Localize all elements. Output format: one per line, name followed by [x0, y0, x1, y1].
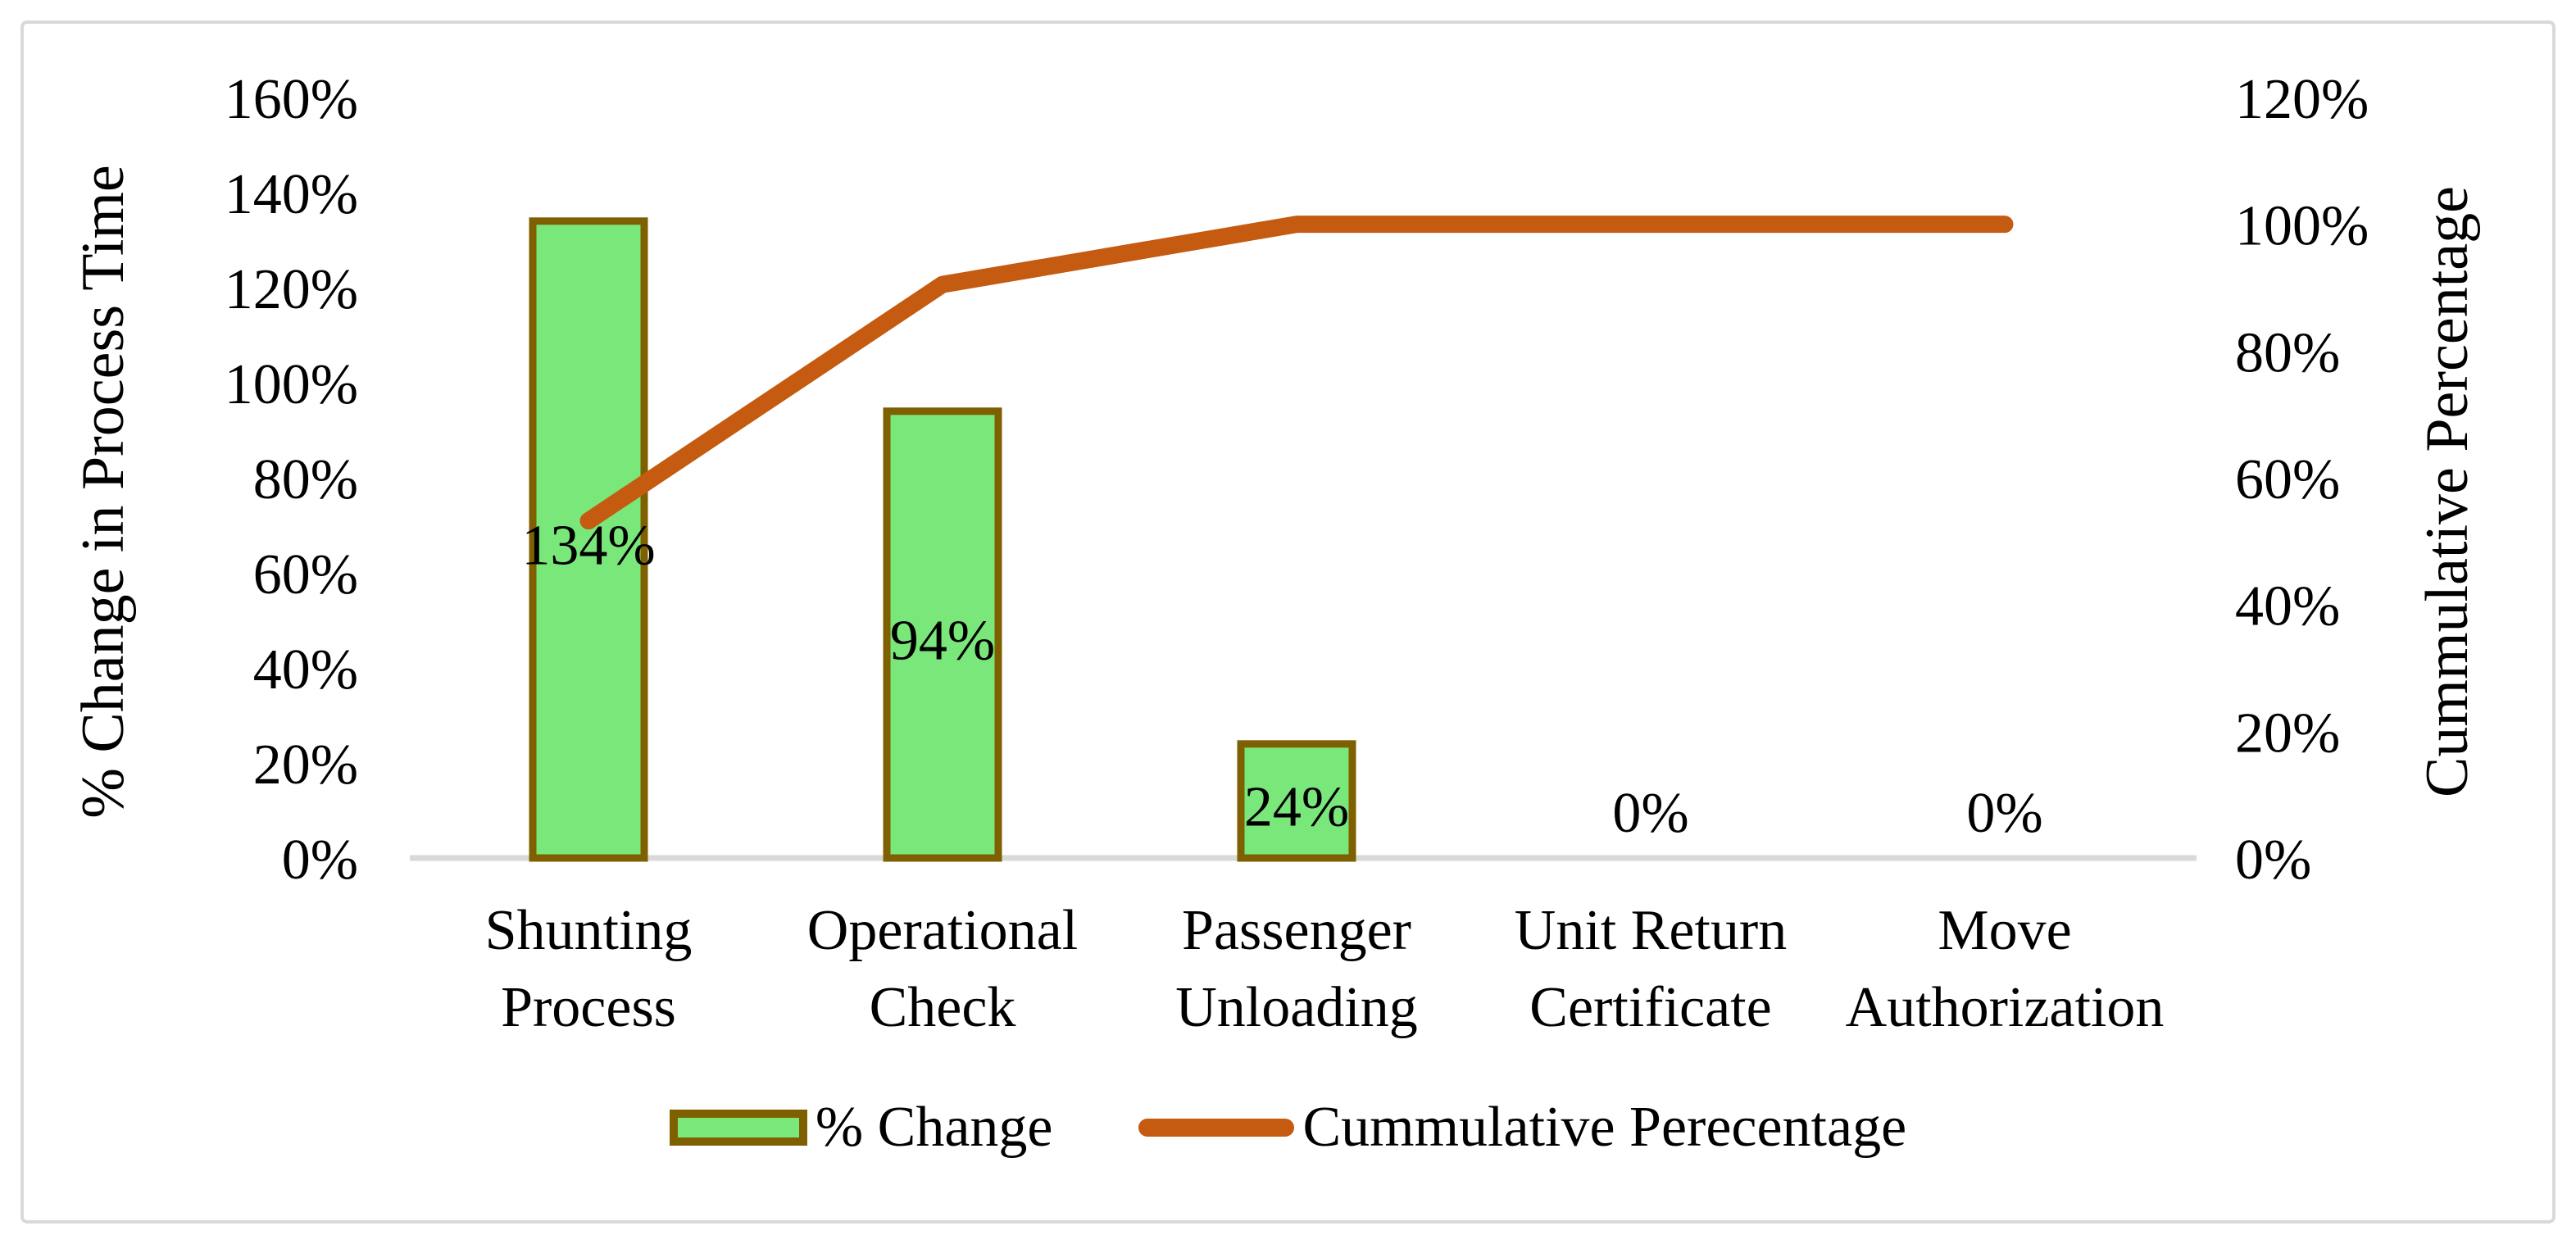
bar-1 — [883, 407, 1002, 862]
left-axis-tick-5: 100% — [225, 353, 358, 416]
left-axis-title: % Change in Process Time — [70, 165, 137, 819]
left-axis-tick-2: 40% — [253, 638, 358, 701]
left-axis-tick-4: 80% — [253, 448, 358, 511]
x-category-label-1-line-0: Operational — [807, 899, 1078, 962]
chart-frame-border — [20, 20, 2556, 1224]
right-axis-tick-2: 40% — [2235, 575, 2340, 638]
bar-series-swatch — [669, 1110, 807, 1146]
legend-label-bar-series: % Change — [815, 1096, 1053, 1159]
right-axis-tick-6: 120% — [2235, 68, 2369, 131]
cumulative-line — [579, 216, 2014, 530]
legend-item-bar-series: % Change — [669, 1095, 1053, 1160]
x-category-label-0-line-1: Process — [501, 976, 676, 1039]
data-label-2: 24% — [1244, 775, 1349, 838]
right-axis-title: Cummulative Percentage — [2414, 186, 2481, 797]
right-axis-tick-1: 20% — [2235, 701, 2340, 765]
bar-0 — [529, 217, 648, 862]
x-category-label-4-line-0: Move — [1938, 899, 2071, 962]
data-label-1: 94% — [890, 609, 995, 672]
legend-label-line-series: Cummulative Perecentage — [1302, 1096, 1907, 1159]
right-axis-tick-0: 0% — [2235, 829, 2311, 892]
x-category-label-2-line-1: Unloading — [1175, 976, 1418, 1039]
x-category-label-0-line-0: Shunting — [485, 899, 693, 962]
left-axis-tick-1: 20% — [253, 733, 358, 797]
right-axis-tick-4: 80% — [2235, 321, 2340, 384]
left-axis-tick-0: 0% — [282, 829, 358, 892]
right-axis-tick-3: 60% — [2235, 448, 2340, 511]
data-label-3: 0% — [1612, 782, 1688, 845]
bar-2 — [1237, 740, 1356, 862]
data-label-4: 0% — [1966, 782, 2042, 845]
right-axis-tick-5: 100% — [2235, 195, 2369, 258]
left-axis-tick-6: 120% — [225, 258, 358, 321]
left-axis-tick-7: 140% — [225, 163, 358, 226]
left-axis-tick-8: 160% — [225, 68, 358, 131]
x-category-label-1-line-1: Check — [870, 976, 1016, 1039]
plot-area: 134% 94% 24% 0% 0% 0% 20% 40% 60% 80% 100% 120% 140%… — [225, 68, 2369, 1039]
x-category-label-3-line-1: Certificate — [1529, 976, 1771, 1039]
data-label-0: 134% — [521, 514, 655, 577]
x-category-label-3-line-0: Unit Return — [1515, 899, 1787, 962]
x-category-label-2-line-0: Passenger — [1182, 899, 1411, 962]
legend-item-line-series: Cummulative Perecentage — [1138, 1095, 1906, 1160]
left-axis-tick-3: 60% — [253, 543, 358, 606]
x-category-label-4-line-1: Authorization — [1846, 976, 2165, 1039]
line-series-swatch — [1138, 1119, 1295, 1137]
legend: % Change Cummulative Perecentage — [0, 1095, 2576, 1160]
